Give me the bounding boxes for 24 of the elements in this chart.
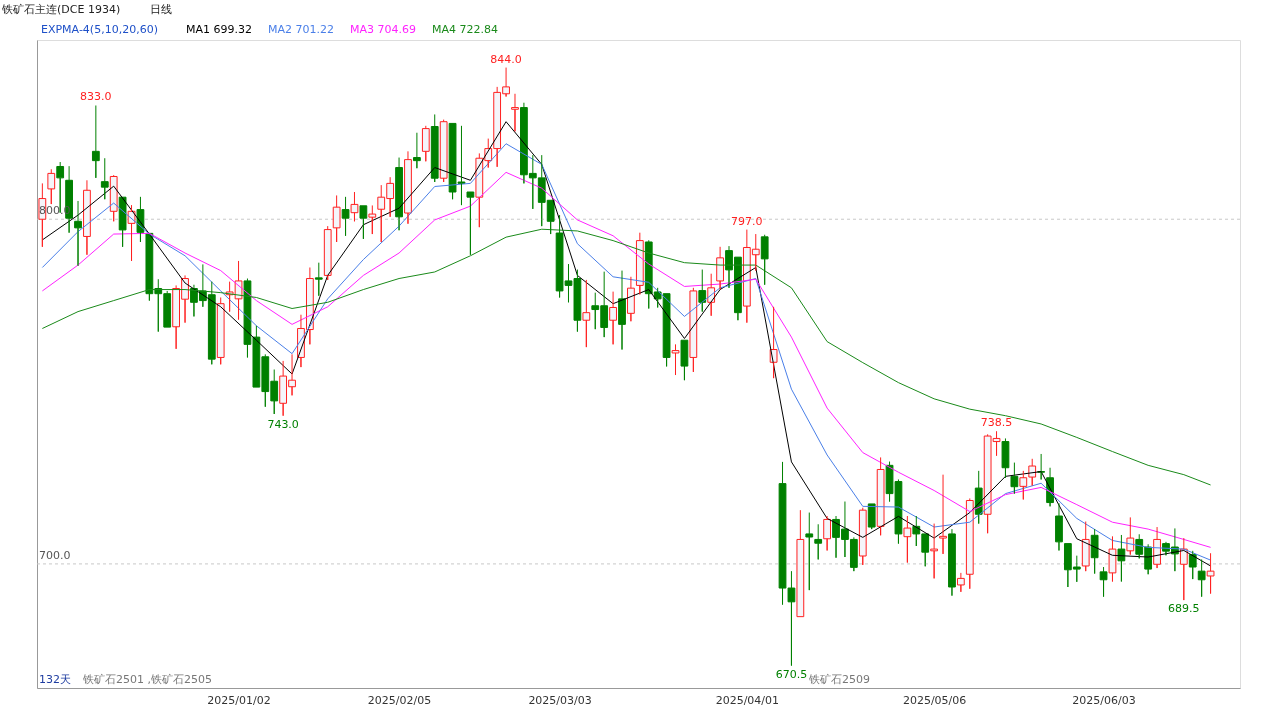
y-tick-label: 700.0: [39, 548, 71, 562]
annotation: 738.5: [980, 416, 1013, 430]
x-tick-label: 2025/05/06: [902, 693, 967, 707]
chart-title: 铁矿石主连(DCE 1934): [1, 3, 121, 16]
x-tick-label: 2025/01/02: [207, 693, 271, 707]
annotation: 833.0: [80, 90, 112, 104]
annotation: 132天: [39, 673, 71, 686]
annotation: 铁矿石2501 ,铁矿石2505: [82, 673, 212, 686]
annotation: 797.0: [731, 214, 763, 228]
x-tick-label: 2025/04/01: [715, 693, 780, 707]
text: MA2 701.22: [268, 23, 334, 36]
text: 日线: [150, 3, 172, 16]
text: MA1 699.32: [186, 23, 252, 36]
annotation: 670.5: [775, 667, 808, 681]
text: MA3 704.69: [350, 23, 416, 36]
annotation: 铁矿石2509: [808, 673, 870, 686]
x-tick-label: 2025/03/03: [528, 693, 592, 707]
x-tick-label: 2025/06/03: [1072, 693, 1136, 707]
annotation: 743.0: [267, 417, 299, 431]
annotation: 689.5: [1168, 602, 1200, 616]
legend-title: EXPMA-4(5,10,20,60): [41, 23, 158, 36]
text: MA4 722.84: [432, 23, 498, 36]
x-tick-label: 2025/02/05: [367, 693, 432, 707]
annotation: 844.0: [490, 52, 522, 66]
